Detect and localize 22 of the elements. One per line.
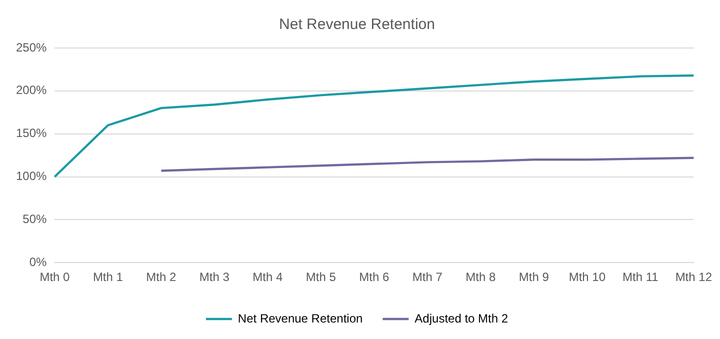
x-tick-label: Mth 3 — [199, 270, 230, 284]
legend-label: Net Revenue Retention — [238, 311, 363, 326]
y-tick-label: 200% — [16, 83, 48, 98]
x-tick-label: Mth 6 — [359, 270, 390, 284]
y-tick-label: 100% — [16, 169, 48, 184]
chart-title: Net Revenue Retention — [279, 16, 435, 34]
legend-label: Adjusted to Mth 2 — [414, 311, 508, 326]
x-tick-label: Mth 1 — [92, 270, 124, 284]
x-tick-label: Mth 9 — [518, 270, 550, 284]
x-tick-label: Mth 2 — [146, 270, 177, 284]
x-tick-label: Mth 5 — [306, 270, 336, 284]
x-tick-label: Mth 11 — [622, 270, 659, 284]
x-tick-label: Mth 10 — [568, 270, 606, 284]
x-tick-label: Mth 0 — [40, 270, 70, 284]
x-tick-label: Mth 12 — [675, 270, 712, 284]
x-tick-label: Mth 8 — [466, 270, 496, 284]
y-tick-label: 150% — [16, 126, 48, 140]
y-tick-label: 0% — [29, 254, 48, 269]
y-tick-label: 50% — [22, 212, 48, 226]
y-tick-label: 250% — [16, 40, 48, 54]
x-tick-label: Mth 7 — [412, 270, 443, 284]
x-tick-label: Mth 4 — [252, 270, 284, 284]
